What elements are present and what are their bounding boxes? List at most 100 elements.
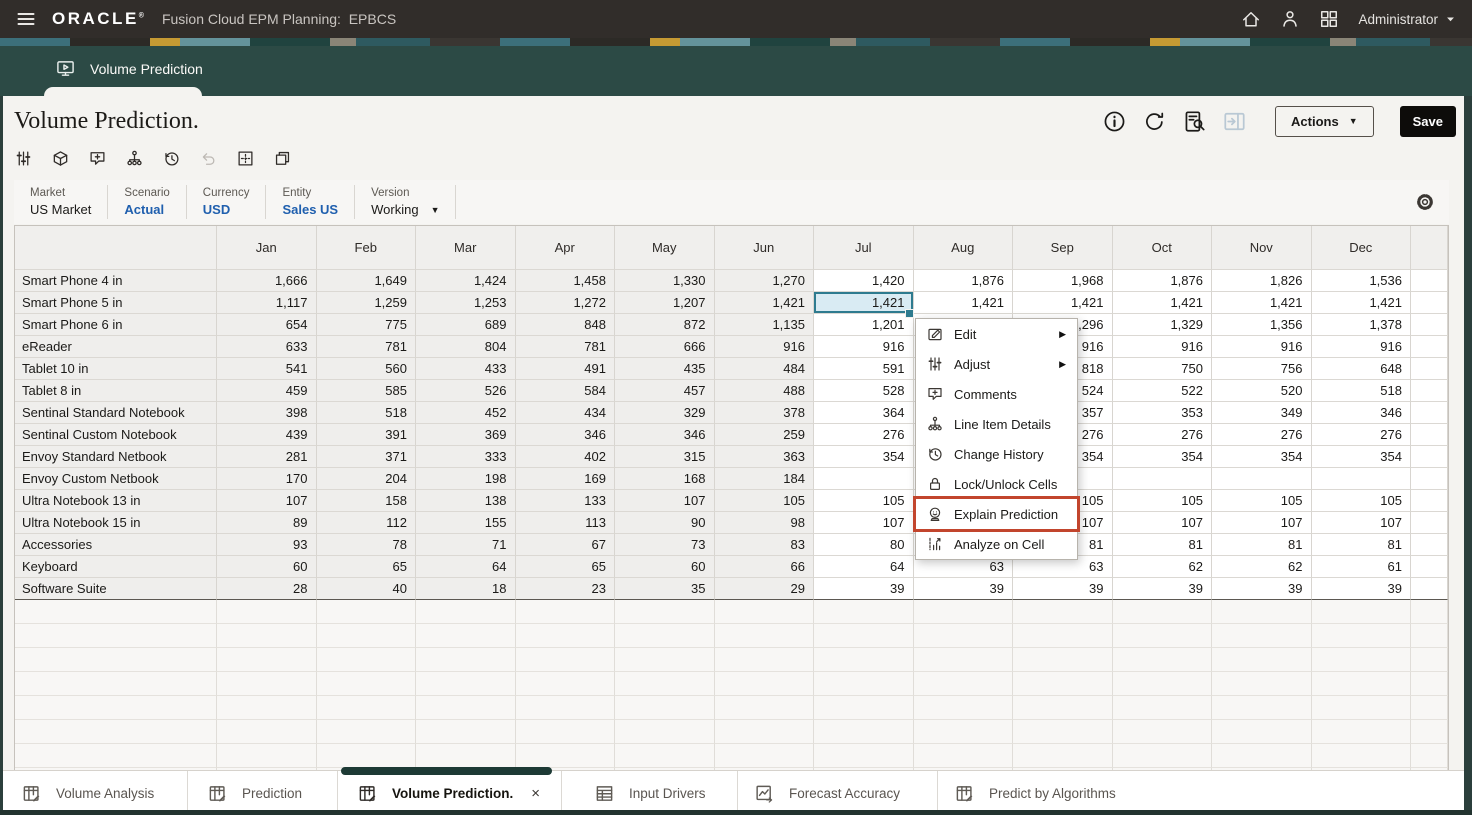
grid-cell-empty[interactable]	[316, 648, 416, 672]
grid-cell[interactable]: 435	[615, 358, 715, 380]
grid-cell-empty[interactable]	[714, 720, 814, 744]
grid-cell[interactable]: 848	[515, 314, 615, 336]
grid-cell-empty[interactable]	[416, 624, 516, 648]
grid-cell[interactable]: 654	[217, 314, 317, 336]
grid-cell[interactable]: 1,421	[1311, 292, 1411, 314]
grid-cell-empty[interactable]	[316, 720, 416, 744]
grid-cell[interactable]: 346	[1311, 402, 1411, 424]
grid-cell-empty[interactable]	[814, 744, 914, 768]
grid-cell[interactable]: 526	[416, 380, 516, 402]
hierarchy-icon[interactable]	[126, 150, 143, 167]
grid-cell[interactable]: 39	[1013, 578, 1113, 600]
grid-cell[interactable]: 105	[1311, 490, 1411, 512]
grid-cell[interactable]: 39	[913, 578, 1013, 600]
grid-cell[interactable]: 560	[316, 358, 416, 380]
grid-cell[interactable]: 916	[1212, 336, 1312, 358]
grid-cell[interactable]: 518	[316, 402, 416, 424]
grid-cell[interactable]: 63	[913, 556, 1013, 578]
grid-cell-empty[interactable]	[913, 600, 1013, 624]
grid-cell[interactable]: 585	[316, 380, 416, 402]
grid-cell[interactable]: 112	[316, 512, 416, 534]
grid-cell[interactable]: 1,135	[714, 314, 814, 336]
grid-cell[interactable]: 520	[1212, 380, 1312, 402]
grid-cell[interactable]: 1,968	[1013, 270, 1113, 292]
grid-cell-empty[interactable]	[615, 672, 715, 696]
grid-cell[interactable]: 90	[615, 512, 715, 534]
grid-select-icon[interactable]	[237, 150, 254, 167]
grid-cell[interactable]: 1,458	[515, 270, 615, 292]
grid-cell[interactable]: 113	[515, 512, 615, 534]
grid-cell-empty[interactable]	[316, 600, 416, 624]
grid-cell[interactable]: 1,649	[316, 270, 416, 292]
grid-cell[interactable]: 39	[1112, 578, 1212, 600]
grid-cell-empty[interactable]	[515, 720, 615, 744]
grid-cell-empty[interactable]	[1311, 600, 1411, 624]
grid-cell[interactable]: 1,329	[1112, 314, 1212, 336]
grid-cell[interactable]: 364	[814, 402, 914, 424]
grid-cell-empty[interactable]	[217, 720, 317, 744]
grid-cell-empty[interactable]	[1013, 768, 1113, 770]
grid-cell-empty[interactable]	[814, 648, 914, 672]
tab-volume-prediction[interactable]: Volume Prediction. ×	[358, 771, 540, 815]
grid-cell[interactable]: 65	[316, 556, 416, 578]
grid-cell-empty[interactable]	[316, 744, 416, 768]
grid-cell[interactable]: 1,356	[1212, 314, 1312, 336]
grid-cell[interactable]: 60	[615, 556, 715, 578]
grid-cell-empty[interactable]	[615, 744, 715, 768]
grid-cell-empty[interactable]	[814, 720, 914, 744]
grid-cell[interactable]: 1,420	[814, 270, 914, 292]
pov-member-value[interactable]: US Market	[30, 202, 91, 217]
grid-cell-empty[interactable]	[1013, 648, 1113, 672]
grid-cell[interactable]: 528	[814, 380, 914, 402]
grid-cell-empty[interactable]	[416, 720, 516, 744]
grid-cell[interactable]: 64	[814, 556, 914, 578]
grid-cell-empty[interactable]	[615, 648, 715, 672]
tab-forecast-accuracy[interactable]: Forecast Accuracy	[755, 771, 900, 815]
grid-cell-empty[interactable]	[615, 768, 715, 770]
grid-cell-empty[interactable]	[515, 696, 615, 720]
grid-cell[interactable]: 916	[1311, 336, 1411, 358]
grid-cell[interactable]: 64	[416, 556, 516, 578]
grid-cell[interactable]: 281	[217, 446, 317, 468]
grid-cell[interactable]: 363	[714, 446, 814, 468]
grid-cell-empty[interactable]	[814, 624, 914, 648]
menu-item-adjust[interactable]: Adjust ▶	[916, 349, 1077, 379]
grid-cell[interactable]: 184	[714, 468, 814, 490]
grid-cell[interactable]: 107	[217, 490, 317, 512]
grid-cell[interactable]: 349	[1212, 402, 1312, 424]
grid-cell[interactable]	[1112, 468, 1212, 490]
grid-cell-empty[interactable]	[814, 696, 914, 720]
grid-cell[interactable]: 333	[416, 446, 516, 468]
grid-cell-empty[interactable]	[1212, 672, 1312, 696]
grid-cell[interactable]: 276	[814, 424, 914, 446]
grid-cell-empty[interactable]	[1311, 768, 1411, 770]
grid-cell-empty[interactable]	[217, 672, 317, 696]
grid-cell[interactable]: 78	[316, 534, 416, 556]
grid-cell[interactable]: 105	[714, 490, 814, 512]
grid-cell[interactable]: 170	[217, 468, 317, 490]
grid-cell-empty[interactable]	[1212, 720, 1312, 744]
business-rules-icon[interactable]	[1183, 110, 1206, 133]
tab-prediction[interactable]: Prediction	[208, 771, 302, 815]
grid-cell[interactable]: 276	[1212, 424, 1312, 446]
grid-cell[interactable]: 781	[515, 336, 615, 358]
grid-cell[interactable]: 484	[714, 358, 814, 380]
grid-cell[interactable]: 1,270	[714, 270, 814, 292]
grid-cell[interactable]: 354	[1311, 446, 1411, 468]
grid-cell-empty[interactable]	[1013, 600, 1113, 624]
grid-cell[interactable]: 378	[714, 402, 814, 424]
grid-cell[interactable]: 105	[1212, 490, 1312, 512]
menu-item-change-history[interactable]: Change History	[916, 439, 1077, 469]
grid-cell[interactable]: 1,259	[316, 292, 416, 314]
hamburger-menu-icon[interactable]	[16, 9, 36, 29]
grid-cell[interactable]: 315	[615, 446, 715, 468]
grid-cell-empty[interactable]	[814, 768, 914, 770]
grid-cell-empty[interactable]	[1212, 744, 1312, 768]
grid-cell[interactable]: 83	[714, 534, 814, 556]
grid-cell-empty[interactable]	[1013, 624, 1113, 648]
info-icon[interactable]	[1103, 110, 1126, 133]
grid-cell-empty[interactable]	[1212, 600, 1312, 624]
grid-cell[interactable]: 518	[1311, 380, 1411, 402]
grid-cell[interactable]: 1,876	[1112, 270, 1212, 292]
grid-cell[interactable]: 1,117	[217, 292, 317, 314]
